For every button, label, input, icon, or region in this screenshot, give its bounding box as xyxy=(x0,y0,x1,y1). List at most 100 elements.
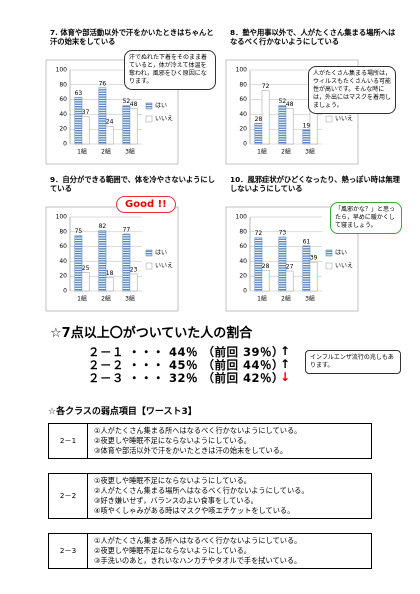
value-label: 75 xyxy=(75,228,83,235)
item: ②人がたくさん集まる場所へはなるべく行かないようにしている。 xyxy=(94,486,309,495)
value-label: 72 xyxy=(255,230,263,237)
y-tick-label: 80 xyxy=(239,228,247,235)
x-tick-label: 3組 xyxy=(125,295,135,303)
weakness-box: 2－2 ①夜更しや睡眠不足にならないようにしている。 ②人がたくさん集まる場所へはな… xyxy=(48,473,372,519)
legend-swatch xyxy=(325,249,333,257)
bar xyxy=(302,245,311,292)
chart-title: 10．風邪症状がひどくなったり、熱っぽい時は無理しないようにしている xyxy=(230,175,400,193)
y-tick-label: 60 xyxy=(59,243,67,250)
bar xyxy=(81,272,90,292)
y-tick-label: 20 xyxy=(59,273,67,280)
y-tick-label: 100 xyxy=(56,67,68,74)
y-tick-label: 0 xyxy=(63,288,67,295)
item: ②夜更しや睡眠不足にならないようにしている。 xyxy=(94,436,251,445)
item: ①人がたくさん集まる所へはなるべく行かないようにしている。 xyxy=(94,426,302,435)
y-tick-label: 40 xyxy=(59,258,67,265)
value-label: 52 xyxy=(123,98,131,105)
bar xyxy=(261,90,270,145)
legend-swatch xyxy=(145,262,153,270)
items: ①人がたくさん集まる所へはなるべく行かないようにしている。 ②夜更しや睡眠不足にな… xyxy=(88,424,307,458)
weakness-box: 2－3 ①人がたくさん集まる所へはなるべく行かないようにしている。 ②夜更しや睡眠不… xyxy=(48,533,372,569)
y-tick-label: 100 xyxy=(236,67,248,74)
y-tick-label: 60 xyxy=(239,96,247,103)
y-tick-label: 0 xyxy=(243,141,247,148)
summary-title: ☆7点以上〇がついていた人の割合 xyxy=(50,326,253,341)
chart-title: 9．自分ができる範囲で、体を冷やさないようにしている xyxy=(50,175,216,193)
value-label: 82 xyxy=(99,223,107,230)
x-tick-label: 2組 xyxy=(281,148,291,156)
y-tick-label: 80 xyxy=(59,228,67,235)
class-name: 2－1 xyxy=(49,424,88,458)
class-name: 2－3 xyxy=(49,534,88,568)
item: ③体育や部活以外で汗をかいたときは汗の始末をしている。 xyxy=(94,446,288,455)
value-label: 48 xyxy=(286,101,294,108)
legend-label: いいえ xyxy=(335,116,353,123)
y-tick-label: 20 xyxy=(59,126,67,133)
x-tick-label: 1組 xyxy=(257,295,267,303)
legend-label: はい xyxy=(155,250,167,257)
y-tick-label: 100 xyxy=(56,214,68,221)
value-label: 24 xyxy=(106,119,114,126)
y-tick-label: 20 xyxy=(239,273,247,280)
item: ③手洗いのあと，きれいなハンカチやタオルで手を拭いている。 xyxy=(94,556,302,565)
y-tick-label: 60 xyxy=(239,243,247,250)
y-tick-label: 40 xyxy=(239,258,247,265)
summary-row: ２－２ ・・・ 45％ （前回 44％） xyxy=(88,358,285,372)
x-tick-label: 3組 xyxy=(305,148,315,156)
y-tick-label: 100 xyxy=(236,214,248,221)
x-tick-label: 1組 xyxy=(257,148,267,156)
item: ①夜更しや睡眠不足にならないようにしている。 xyxy=(94,476,251,485)
x-tick-label: 3組 xyxy=(305,295,315,303)
bar xyxy=(254,123,263,145)
legend-swatch xyxy=(145,115,153,123)
weakness-box: 2－1 ①人がたくさん集まる所へはなるべく行かないようにしている。 ②夜更しや睡眠不… xyxy=(48,423,372,459)
note: インフルエンザ流行の兆しもあります。 xyxy=(305,350,401,374)
bar xyxy=(129,273,138,292)
callout: 汗でぬれた下着をそのまま着ていると，体が冷えて体温を奪われ，風邪をひく原因になり… xyxy=(124,50,216,90)
legend-label: はい xyxy=(335,250,347,257)
value-label: 77 xyxy=(123,227,131,234)
callout: 人がたくさん集まる場所は，ウィルスもたくさんいる可能性が高いです。そんな時には，… xyxy=(308,66,396,114)
x-tick-label: 1組 xyxy=(77,148,87,156)
value-label: 48 xyxy=(130,101,138,108)
y-tick-label: 80 xyxy=(239,81,247,88)
item: ③好き嫌いせず，バランスのよい食事をしている。 xyxy=(94,496,258,505)
y-tick-label: 20 xyxy=(239,126,247,133)
value-label: 61 xyxy=(303,238,311,245)
items: ①人がたくさん集まる所へはなるべく行かないようにしている。 ②夜更しや睡眠不足にな… xyxy=(88,534,307,568)
value-label: 27 xyxy=(286,264,294,271)
x-tick-label: 2組 xyxy=(281,295,291,303)
item: ①人がたくさん集まる所へはなるべく行かないようにしている。 xyxy=(94,536,302,545)
bar xyxy=(261,270,270,292)
legend-label: いいえ xyxy=(335,263,353,270)
bar xyxy=(254,237,263,292)
legend-label: はい xyxy=(155,103,167,110)
legend-swatch xyxy=(145,102,153,110)
x-tick-label: 1組 xyxy=(77,295,87,303)
value-label: 37 xyxy=(82,109,90,116)
summary-row: ２－１ ・・・ 44％ （前回 39％） xyxy=(88,345,285,359)
y-tick-label: 80 xyxy=(59,81,67,88)
item: ④咳やくしゃみがある時はマスクや咳エチケットをしている。 xyxy=(94,506,295,515)
legend-swatch xyxy=(325,262,333,270)
trend-arrow: ↓ xyxy=(280,370,291,384)
value-label: 76 xyxy=(99,80,107,87)
x-tick-label: 2組 xyxy=(101,295,111,303)
value-label: 39 xyxy=(310,255,318,262)
y-tick-label: 40 xyxy=(239,111,247,118)
legend-label: いいえ xyxy=(155,116,173,123)
value-label: 72 xyxy=(262,83,270,90)
bar xyxy=(98,230,107,292)
x-tick-label: 2組 xyxy=(101,148,111,156)
y-tick-label: 40 xyxy=(59,111,67,118)
badge: Good !! xyxy=(116,196,176,213)
bar xyxy=(285,108,294,145)
bar xyxy=(129,108,138,145)
value-label: 28 xyxy=(262,263,270,270)
value-label: 52 xyxy=(279,98,287,105)
bar xyxy=(309,261,318,292)
value-label: 18 xyxy=(106,270,114,277)
